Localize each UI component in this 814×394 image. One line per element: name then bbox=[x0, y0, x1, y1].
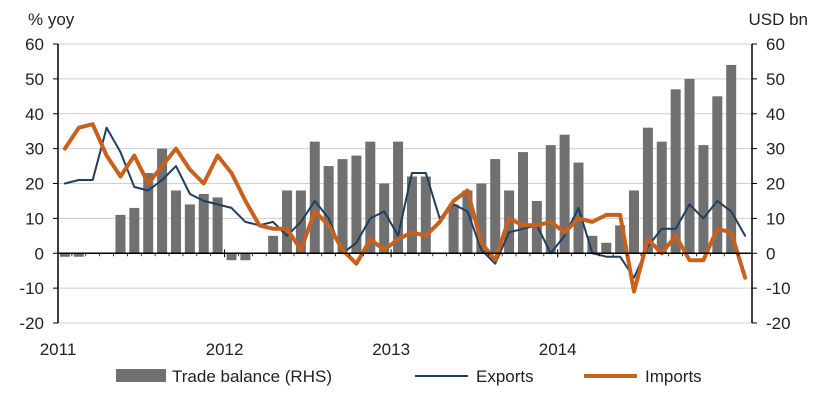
trade-balance-bar bbox=[601, 242, 612, 254]
trade-balance-bar bbox=[323, 166, 334, 254]
trade-balance-bar bbox=[476, 183, 487, 254]
trade-balance-bar bbox=[615, 225, 626, 254]
trade-balance-bar bbox=[379, 183, 390, 254]
right-tick-label: 50 bbox=[766, 70, 785, 89]
trade-balance-bar bbox=[184, 204, 195, 254]
trade-balance-bar bbox=[684, 78, 695, 254]
trade-balance-bar bbox=[268, 235, 279, 254]
trade-balance-bar bbox=[240, 253, 251, 261]
trade-balance-bar bbox=[587, 235, 598, 254]
right-tick-label: 40 bbox=[766, 105, 785, 124]
trade-balance-bar bbox=[490, 159, 501, 254]
legend-swatch-trade-balance bbox=[116, 369, 166, 382]
axes bbox=[53, 43, 757, 324]
trade-balance-bar bbox=[212, 197, 223, 254]
right-axis-label: USD bn bbox=[748, 10, 808, 29]
trade-balance-bar bbox=[406, 176, 417, 254]
trade-balance-bar bbox=[642, 127, 653, 254]
legend-label-trade-balance: Trade balance (RHS) bbox=[172, 367, 332, 386]
right-tick-label: 60 bbox=[766, 35, 785, 54]
x-tick-label: 2011 bbox=[40, 340, 77, 359]
trade-balance-bar bbox=[170, 190, 181, 254]
trade-balance-bar bbox=[545, 145, 556, 254]
left-axis-label: % yoy bbox=[28, 10, 75, 29]
line-series bbox=[62, 122, 748, 294]
trade-balance-bar bbox=[393, 141, 404, 254]
trade-balance-bar bbox=[629, 190, 640, 254]
x-tick-label: 2013 bbox=[372, 340, 410, 359]
trade-balance-bar bbox=[559, 134, 570, 254]
left-tick-label: 30 bbox=[25, 140, 44, 159]
trade-balance-bar bbox=[698, 145, 709, 254]
x-tick-label: 2012 bbox=[206, 340, 244, 359]
left-tick-label: -10 bbox=[19, 279, 44, 298]
trade-balance-bar bbox=[726, 64, 737, 254]
right-tick-label: 20 bbox=[766, 175, 785, 194]
trade-balance-bar bbox=[129, 207, 140, 254]
legend: Trade balance (RHS) Exports Imports bbox=[116, 367, 702, 386]
left-tick-label: 60 bbox=[25, 35, 44, 54]
right-tick-label: -10 bbox=[766, 279, 791, 298]
left-tick-label: 10 bbox=[25, 209, 44, 228]
trade-balance-bars bbox=[59, 64, 737, 261]
trade-balance-bar bbox=[517, 152, 528, 254]
trade-balance-bar bbox=[337, 159, 348, 254]
x-tick-label: 2014 bbox=[539, 340, 577, 359]
trade-balance-bar bbox=[365, 141, 376, 254]
right-tick-label: 0 bbox=[766, 244, 775, 263]
legend-label-exports: Exports bbox=[476, 367, 534, 386]
trade-balance-bar bbox=[115, 214, 126, 254]
right-tick-label: 30 bbox=[766, 140, 785, 159]
trade-balance-bar bbox=[670, 89, 681, 254]
trade-balance-bar bbox=[198, 193, 209, 254]
trade-balance-bar bbox=[448, 204, 459, 254]
left-tick-label: 50 bbox=[25, 70, 44, 89]
trade-balance-bar bbox=[351, 155, 362, 254]
trade-balance-bar bbox=[656, 141, 667, 254]
trade-balance-bar bbox=[420, 176, 431, 254]
legend-label-imports: Imports bbox=[645, 367, 702, 386]
tick-labels: -20 -20 -10 -10 0 0 10 10 20 20 30 30 40 40 50 50 60 60 20… bbox=[19, 35, 790, 359]
trade-balance-bar bbox=[157, 148, 168, 254]
left-tick-label: 40 bbox=[25, 105, 44, 124]
trade-balance-bar bbox=[59, 253, 70, 257]
left-tick-label: 20 bbox=[25, 175, 44, 194]
left-tick-label: 0 bbox=[35, 244, 44, 263]
trade-balance-bar bbox=[73, 253, 84, 257]
trade-balance-bar bbox=[143, 173, 154, 254]
trade-balance-bar bbox=[712, 96, 723, 254]
right-tick-label: 10 bbox=[766, 209, 785, 228]
trade-balance-bar bbox=[226, 253, 237, 261]
right-tick-label: -20 bbox=[766, 314, 791, 333]
trade-balance-bar bbox=[309, 141, 320, 254]
left-tick-label: -20 bbox=[19, 314, 44, 333]
imports-line bbox=[62, 122, 748, 294]
trade-balance-bar bbox=[282, 190, 293, 254]
trade-balance-bar bbox=[462, 190, 473, 254]
